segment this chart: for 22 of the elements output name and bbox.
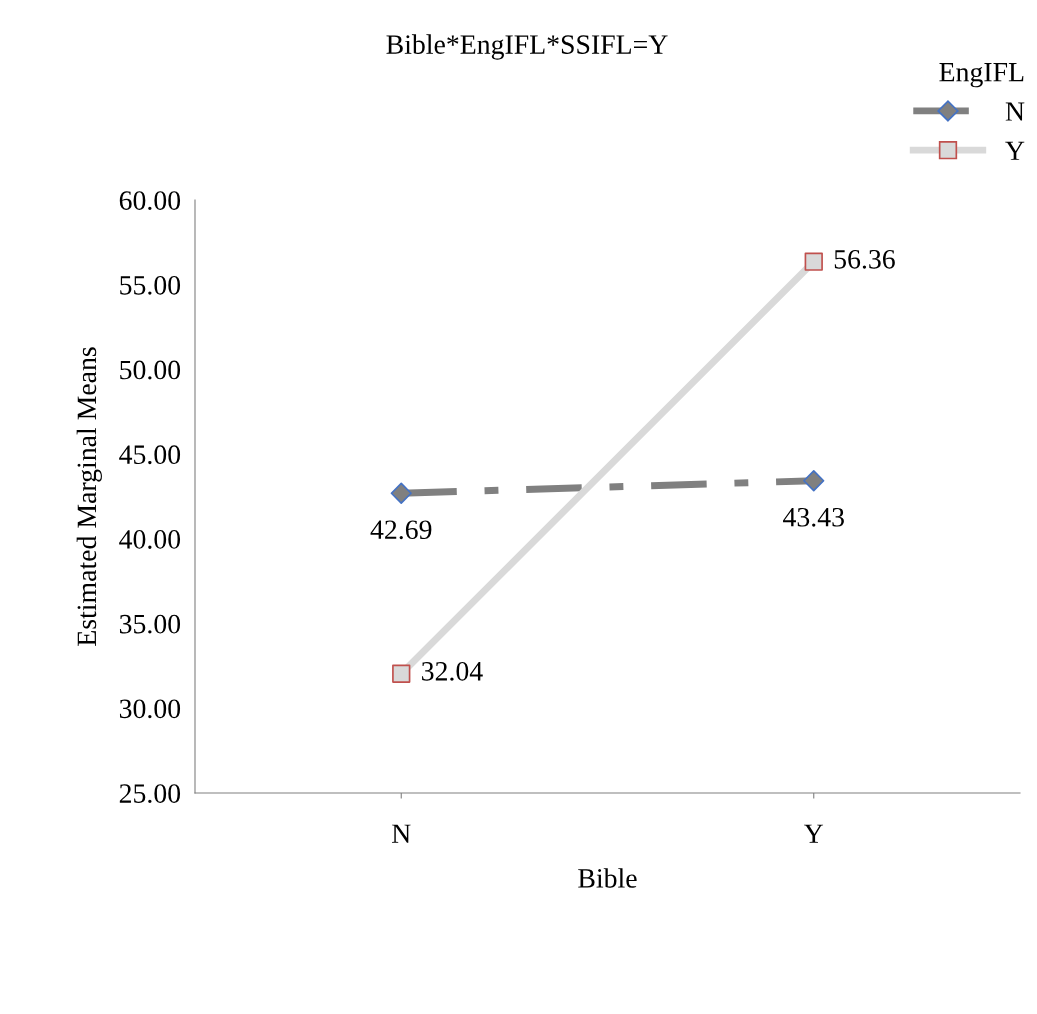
y-tick-label: 45.00 bbox=[119, 445, 181, 465]
legend-label: Y bbox=[1005, 141, 1025, 160]
data-label: 43.43 bbox=[783, 507, 844, 527]
y-tick-label: 60.00 bbox=[119, 191, 181, 211]
data-label: 56.36 bbox=[834, 249, 895, 269]
y-tick-label: 40.00 bbox=[119, 530, 181, 549]
point bbox=[803, 470, 825, 492]
data-label: 32.04 bbox=[422, 661, 483, 681]
point bbox=[392, 664, 411, 683]
y-tick-label: 55.00 bbox=[120, 275, 181, 295]
legend-label: N bbox=[1005, 102, 1025, 121]
point bbox=[804, 252, 823, 271]
x-axis-title: Bible bbox=[578, 868, 637, 888]
legend-title: EngIFL bbox=[939, 63, 1024, 88]
y-tick-label: 25.00 bbox=[119, 784, 181, 804]
chart-title: Bible*EngIFL*SSIFL=Y bbox=[386, 34, 668, 60]
y-tick-label: 35.00 bbox=[119, 614, 181, 634]
y-axis-title: Estimated Marginal Means bbox=[76, 347, 102, 646]
y-tick-label: 50.00 bbox=[120, 360, 181, 380]
y-tick-label: 30.00 bbox=[119, 699, 181, 719]
point bbox=[390, 482, 412, 504]
data-label: 42.69 bbox=[370, 520, 432, 540]
